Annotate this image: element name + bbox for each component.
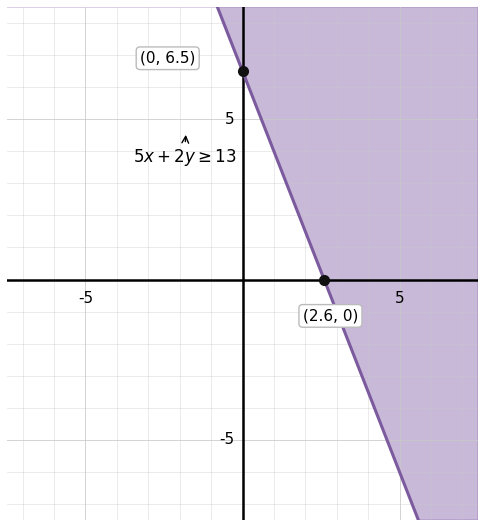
Text: (2.6, 0): (2.6, 0) bbox=[302, 308, 357, 324]
Text: 5: 5 bbox=[394, 291, 404, 306]
Text: -5: -5 bbox=[219, 432, 234, 447]
Text: 5: 5 bbox=[225, 112, 234, 126]
Text: $5x + 2y \geq 13$: $5x + 2y \geq 13$ bbox=[132, 136, 236, 168]
Text: -5: -5 bbox=[78, 291, 93, 306]
Text: (0, 6.5): (0, 6.5) bbox=[140, 51, 195, 66]
